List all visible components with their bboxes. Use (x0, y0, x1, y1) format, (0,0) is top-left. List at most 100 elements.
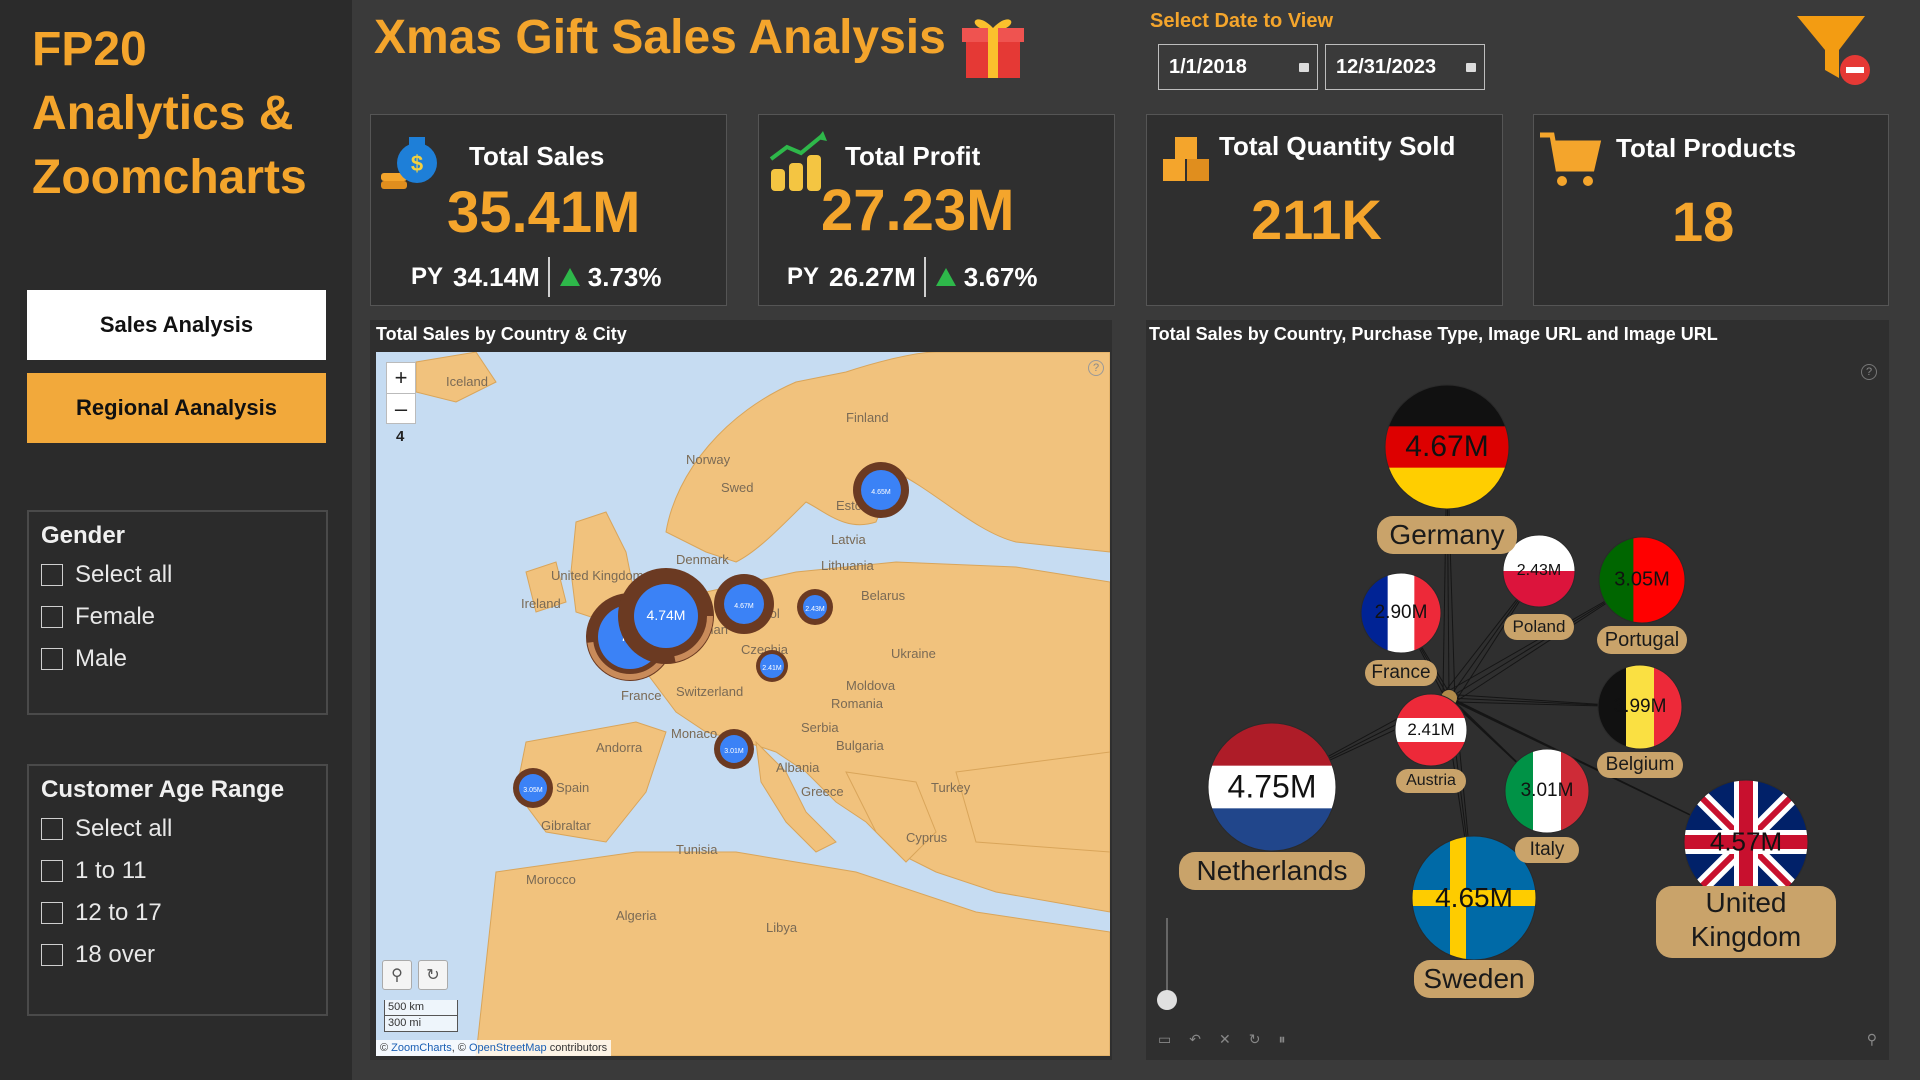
country-node-sweden[interactable] (1412, 836, 1536, 960)
refresh-icon[interactable]: ↻ (1248, 1031, 1261, 1047)
start-date-input[interactable]: 1/1/2018 (1158, 44, 1318, 90)
checkbox[interactable] (41, 564, 63, 586)
map-bubble[interactable]: 3.01M (714, 729, 754, 769)
europe-map[interactable]: IcelandFinlandNorwaySwedEstoniaLatviaLit… (376, 352, 1110, 1056)
flag-stripe (1387, 573, 1416, 653)
bubble-arc (619, 569, 713, 663)
pause-icon[interactable]: ⏸ (1278, 1031, 1286, 1047)
checkbox[interactable] (41, 818, 63, 840)
flag-stripe (1412, 890, 1536, 906)
map-place-label: Serbia (801, 720, 839, 735)
network-graph[interactable] (1146, 320, 1889, 1060)
gender-option-select-all[interactable]: Select all (41, 554, 314, 596)
flag-stripe (1533, 749, 1562, 833)
map-place-label: United Kingdom (551, 568, 644, 583)
map-place-label: Gibraltar (541, 818, 591, 833)
age-option-18-over[interactable]: 18 over (41, 934, 314, 976)
sidebar: FP20 Analytics & Zoomcharts Sales Analys… (0, 0, 352, 1080)
map-bubble[interactable]: 3.05M (513, 768, 553, 808)
growth-coins-icon (769, 131, 827, 191)
zoom-slider-knob[interactable] (1157, 990, 1177, 1010)
start-date-value: 1/1/2018 (1169, 55, 1247, 78)
node-label: Belgium (1597, 752, 1683, 778)
unfix-icon[interactable]: ✕ (1218, 1031, 1231, 1047)
calendar-icon[interactable] (1466, 63, 1476, 72)
checkbox[interactable] (41, 902, 63, 924)
change-percent: 3.73% (587, 261, 662, 292)
map-place-label: Belarus (861, 588, 906, 603)
map-place-label: Spain (556, 780, 590, 795)
bubble-value: 2.41M (762, 665, 782, 672)
kpi-profit-value: 27.23M (821, 178, 1015, 243)
country-node-united-kingdom[interactable] (1684, 780, 1808, 904)
age-option-12-to-17[interactable]: 12 to 17 (41, 892, 314, 934)
gender-slicer: Gender Select all Female Male (27, 510, 328, 715)
node-value: 3.05M (1614, 568, 1670, 591)
map-bubble[interactable]: 2.41M (756, 650, 788, 682)
node-outline (1207, 722, 1337, 852)
bubble-core (724, 584, 764, 624)
bubble-value: 2.43M (805, 606, 825, 613)
map-bubble[interactable]: 4.67M (714, 574, 774, 634)
attribution-text: contributors (546, 1042, 608, 1054)
zoom-in-button[interactable]: + (394, 365, 408, 390)
end-date-value: 12/31/2023 (1336, 55, 1437, 78)
gender-option-female[interactable]: Female (41, 596, 314, 638)
zoomcharts-link[interactable]: ZoomCharts (391, 1042, 452, 1054)
flag-stripe (1208, 765, 1336, 810)
map-bubble[interactable]: 2.43M (797, 589, 833, 625)
checkbox[interactable] (41, 606, 63, 628)
help-icon[interactable]: ? (1861, 364, 1877, 380)
map-place-label: Norway (686, 452, 731, 467)
map-place-label: Switzerland (676, 684, 744, 699)
gender-option-male[interactable]: Male (41, 638, 314, 680)
back-icon[interactable]: ↶ (1189, 1031, 1201, 1047)
option-label: Female (75, 603, 156, 630)
end-date-input[interactable]: 12/31/2023 (1325, 44, 1485, 90)
map-place-label: Cyprus (906, 830, 948, 845)
network-panel: Total Sales by Country, Purchase Type, I… (1146, 320, 1889, 1060)
node-outline (1502, 534, 1576, 608)
change-percent: 3.67% (963, 261, 1038, 292)
node-value: 3.99M (1613, 696, 1667, 717)
node-value: 2.90M (1374, 602, 1428, 623)
map-bubble[interactable]: 4.65M (853, 462, 909, 518)
clear-filter-icon[interactable] (1795, 12, 1875, 90)
option-label: 12 to 17 (75, 899, 162, 926)
map-place-label: Andorra (596, 740, 643, 755)
zoom-out-button[interactable]: – (387, 393, 415, 423)
flag-stripe (1626, 665, 1655, 749)
zoom-control: + – (386, 362, 416, 424)
refresh-icon[interactable]: ↻ (418, 960, 448, 990)
nav-regional-analysis-button[interactable]: Regional Aanalysis (27, 373, 326, 443)
bubble-core (861, 470, 901, 510)
node-label: Netherlands (1179, 852, 1365, 890)
bubble-value: 4.65M (871, 489, 891, 496)
flag-stripe (1385, 467, 1509, 509)
age-option-select-all[interactable]: Select all (41, 808, 314, 850)
node-label: Poland (1504, 614, 1574, 640)
checkbox[interactable] (41, 860, 63, 882)
nav-sales-analysis-button[interactable]: Sales Analysis (27, 290, 326, 360)
scale-mi: 300 mi (384, 1016, 458, 1032)
network-toolbar: ▭ ↶ ✕ ↻ ⏸ (1158, 1031, 1285, 1048)
calendar-icon[interactable] (1299, 63, 1309, 72)
flag-stripe (1385, 426, 1509, 469)
search-icon[interactable]: ⚲ (1866, 1031, 1877, 1047)
map-place-label: Albania (776, 760, 820, 775)
help-icon[interactable]: ? (1088, 360, 1104, 376)
kpi-total-products-card: Total Products 18 (1533, 114, 1889, 306)
checkbox[interactable] (41, 944, 63, 966)
up-arrow-icon (559, 268, 580, 286)
map-title: Total Sales by Country & City (376, 324, 627, 344)
age-option-1-to-11[interactable]: 1 to 11 (41, 850, 314, 892)
map-bubble[interactable]: 4.74M (618, 568, 714, 664)
bubble-core (519, 774, 547, 802)
checkbox[interactable] (41, 648, 63, 670)
bubble-core (760, 654, 784, 678)
bubble-value: 3.05M (523, 787, 543, 794)
zoom-slider-track[interactable] (1166, 918, 1168, 998)
export-icon[interactable]: ▭ (1158, 1031, 1172, 1047)
locate-icon[interactable]: ⚲ (382, 960, 412, 990)
openstreetmap-link[interactable]: OpenStreetMap (468, 1042, 547, 1054)
